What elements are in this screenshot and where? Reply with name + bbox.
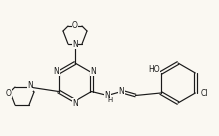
Text: N: N <box>72 98 78 107</box>
Text: O: O <box>72 21 78 30</box>
Text: N: N <box>118 87 124 96</box>
Text: N: N <box>54 67 59 76</box>
Text: O: O <box>6 89 12 98</box>
Text: N: N <box>91 67 96 76</box>
Text: HO: HO <box>148 66 159 75</box>
Text: N: N <box>105 91 110 100</box>
Text: N: N <box>27 81 33 90</box>
Text: H: H <box>108 97 113 103</box>
Text: Cl: Cl <box>201 89 208 98</box>
Text: N: N <box>72 40 78 49</box>
